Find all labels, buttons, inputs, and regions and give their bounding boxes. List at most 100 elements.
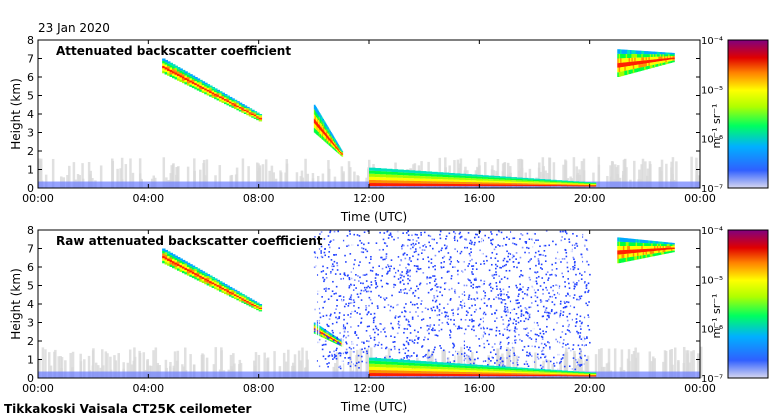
cloud-cell <box>663 242 667 245</box>
cloud-cell <box>589 182 597 184</box>
noise-pixel <box>562 311 565 313</box>
cloud-cell <box>521 372 529 374</box>
cloud-cell <box>179 77 183 80</box>
cloud-cell <box>666 249 670 252</box>
noise-pixel <box>482 290 485 292</box>
cloud-cell <box>191 77 196 80</box>
cloud-cell <box>172 75 176 79</box>
noise-column <box>88 174 92 188</box>
cloud-cell <box>337 145 340 147</box>
cloud-cell <box>224 284 228 286</box>
noise-pixel <box>519 287 521 290</box>
cloud-cell <box>241 295 245 297</box>
noise-pixel <box>468 319 471 321</box>
cloud-cell <box>625 242 629 247</box>
noise-pixel <box>359 261 361 263</box>
cloud-cell <box>216 93 220 96</box>
noise-pixel <box>359 239 361 242</box>
noise-pixel <box>564 249 567 252</box>
noise-pixel <box>536 322 539 324</box>
noise-pixel <box>446 357 449 360</box>
noise-pixel <box>450 318 452 321</box>
noise-pixel <box>318 233 321 235</box>
noise-pixel <box>464 238 466 240</box>
noise-pixel <box>354 364 357 367</box>
cloud-cell <box>186 269 191 272</box>
noise-column <box>51 158 55 188</box>
noise-pixel <box>443 244 446 247</box>
noise-pixel <box>574 368 577 371</box>
cloud-cell <box>408 175 416 179</box>
noise-pixel <box>347 314 349 316</box>
noise-pixel <box>357 296 360 298</box>
noise-pixel <box>372 328 375 331</box>
cloud-cell <box>391 169 399 172</box>
noise-pixel <box>336 347 338 350</box>
cloud-cell <box>224 290 228 293</box>
cloud-cell <box>191 75 196 78</box>
cloud-cell <box>181 80 186 84</box>
cloud-cell <box>621 67 624 72</box>
cloud-cell <box>627 238 630 243</box>
cloud-cell <box>219 99 223 102</box>
y-tick-label: 4 <box>27 108 34 121</box>
y-tick-label: 0 <box>27 372 34 385</box>
cloud-cell <box>624 58 627 63</box>
cloud-cell <box>167 73 171 76</box>
cloud-cell <box>654 64 657 68</box>
cloud-cell <box>555 374 563 376</box>
cloud-cell <box>482 372 489 375</box>
cloud-cell <box>567 183 574 185</box>
noise-pixel <box>553 362 555 365</box>
noise-column <box>341 363 345 378</box>
cloud-cell <box>476 366 484 369</box>
cloud-cell <box>504 178 512 180</box>
cloud-cell <box>238 297 243 299</box>
noise-pixel <box>380 279 383 282</box>
noise-pixel <box>356 312 359 314</box>
cloud-cell <box>476 372 484 375</box>
cloud-cell <box>211 282 216 285</box>
noise-pixel <box>478 285 480 288</box>
cloud-cell <box>499 371 506 373</box>
cloud-cell <box>172 265 176 269</box>
cloud-cell <box>465 184 472 187</box>
noise-pixel <box>490 306 492 308</box>
noise-pixel <box>540 367 543 370</box>
noise-pixel <box>583 271 586 273</box>
cloud-cell <box>561 182 568 184</box>
noise-pixel <box>487 236 490 239</box>
cloud-cell <box>662 241 665 244</box>
noise-pixel <box>412 242 415 245</box>
noise-pixel <box>475 351 478 353</box>
cloud-cell <box>459 365 467 368</box>
noise-column <box>270 165 274 188</box>
cloud-cell <box>622 71 626 76</box>
cloud-cell <box>621 254 624 259</box>
cloud-cell <box>655 56 658 60</box>
noise-pixel <box>579 365 581 367</box>
cloud-cell <box>380 168 387 172</box>
cloud-cell <box>645 246 648 249</box>
cloud-cell <box>652 54 655 57</box>
noise-pixel <box>416 258 419 261</box>
noise-pixel <box>346 245 348 248</box>
noise-pixel <box>491 328 493 331</box>
noise-pixel <box>490 257 492 259</box>
noise-column <box>175 167 178 188</box>
cloud-cell <box>431 368 438 372</box>
cloud-cell <box>635 57 639 62</box>
noise-pixel <box>502 334 505 337</box>
cloud-cell <box>184 272 188 275</box>
noise-pixel <box>323 288 326 290</box>
cloud-cell <box>206 86 211 88</box>
noise-column <box>138 350 141 378</box>
cloud-cell <box>635 256 639 260</box>
cloud-cell <box>243 302 248 304</box>
cloud-cell <box>179 262 183 266</box>
colorbar-tick-label: 10⁻⁶ <box>701 325 723 336</box>
noise-pixel <box>426 277 428 280</box>
cloud-cell <box>374 373 382 377</box>
noise-pixel <box>340 338 343 340</box>
